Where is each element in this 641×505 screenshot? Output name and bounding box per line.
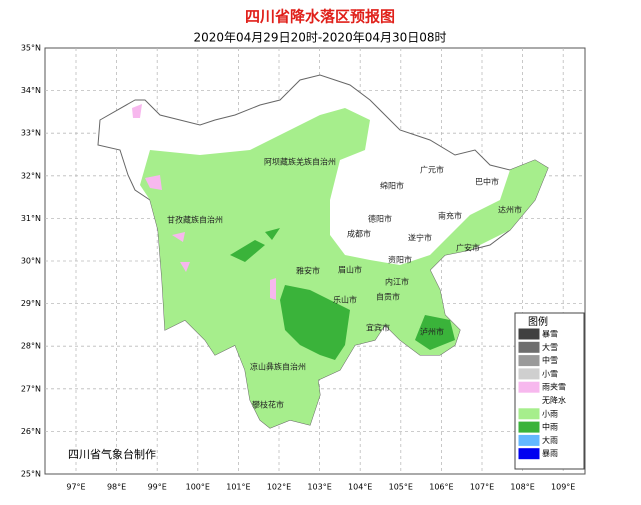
legend-label: 中雪 — [542, 355, 558, 365]
lat-label: 27°N — [21, 384, 41, 393]
lat-label: 35°N — [21, 44, 41, 53]
moderate-rain-area — [230, 228, 455, 360]
light-rain-area — [140, 108, 548, 428]
legend-label: 小雪 — [542, 369, 558, 378]
legend-swatch — [518, 328, 540, 340]
lon-label: 101°E — [226, 483, 250, 492]
region-label: 甘孜藏族自治州 — [167, 215, 223, 225]
legend-swatch — [518, 448, 540, 460]
region-label: 自贡市 — [376, 292, 400, 302]
lat-label: 31°N — [21, 214, 41, 223]
subtitle: 2020年04月29日20时-2020年04月30日08时 — [193, 31, 446, 45]
legend-label: 中雨 — [542, 422, 558, 432]
legend-swatch — [518, 341, 540, 353]
lat-label: 29°N — [21, 299, 41, 308]
lat-label: 25°N — [21, 470, 41, 479]
lon-label: 98°E — [107, 483, 126, 492]
lat-label: 30°N — [21, 257, 41, 266]
region-label: 泸州市 — [420, 327, 444, 337]
legend-swatch — [518, 434, 540, 446]
lon-label: 99°E — [148, 483, 167, 492]
region-label: 广元市 — [420, 165, 444, 175]
legend-swatch — [518, 408, 540, 420]
lon-label: 97°E — [66, 483, 85, 492]
legend-swatch — [518, 421, 540, 433]
legend-label: 大雨 — [542, 435, 558, 445]
credit: 四川省气象台制作 — [68, 447, 156, 461]
region-label: 南充市 — [438, 211, 462, 221]
lat-label: 34°N — [21, 86, 41, 95]
legend-label: 暴雨 — [542, 449, 558, 458]
lat-label: 32°N — [21, 171, 41, 180]
region-label: 凉山彝族自治州 — [250, 362, 306, 372]
region-label: 乐山市 — [333, 295, 357, 305]
region-label: 宜宾市 — [366, 323, 390, 333]
lon-label: 107°E — [470, 483, 494, 492]
region-label: 德阳市 — [368, 214, 392, 224]
region-label: 攀枝花市 — [252, 400, 284, 410]
legend-title: 图例 — [528, 315, 548, 328]
lon-label: 108°E — [510, 483, 534, 492]
lon-label: 103°E — [307, 483, 331, 492]
region-label: 雅安市 — [296, 266, 320, 276]
lon-label: 104°E — [348, 483, 372, 492]
legend-label: 无降水 — [542, 395, 566, 405]
legend-label: 雨夹雪 — [542, 382, 566, 392]
region-label: 达州市 — [498, 205, 522, 215]
lat-label: 26°N — [21, 427, 41, 436]
lon-label: 105°E — [389, 483, 413, 492]
legend-swatch — [518, 368, 540, 380]
region-label: 广安市 — [456, 243, 480, 253]
lat-label: 33°N — [21, 129, 41, 138]
lon-label: 100°E — [186, 483, 210, 492]
legend-label: 大雪 — [542, 342, 558, 352]
region-label: 巴中市 — [475, 177, 499, 187]
region-label: 内江市 — [385, 277, 409, 287]
title: 四川省降水落区预报图 — [245, 8, 395, 26]
region-label: 成都市 — [347, 229, 371, 239]
region-label: 眉山市 — [338, 265, 362, 275]
region-label: 资阳市 — [388, 255, 412, 265]
lat-label: 28°N — [21, 342, 41, 351]
legend-label: 小雨 — [542, 409, 558, 418]
legend-swatch — [518, 355, 540, 367]
region-label: 遂宁市 — [408, 233, 432, 243]
region-label: 阿坝藏族羌族自治州 — [264, 157, 336, 167]
legend-swatch — [518, 381, 540, 393]
lon-label: 102°E — [267, 483, 291, 492]
lon-label: 109°E — [551, 483, 575, 492]
lon-label: 106°E — [429, 483, 453, 492]
region-label: 绵阳市 — [380, 181, 404, 191]
legend-swatch — [519, 395, 539, 406]
legend-label: 暴雪 — [542, 330, 558, 339]
